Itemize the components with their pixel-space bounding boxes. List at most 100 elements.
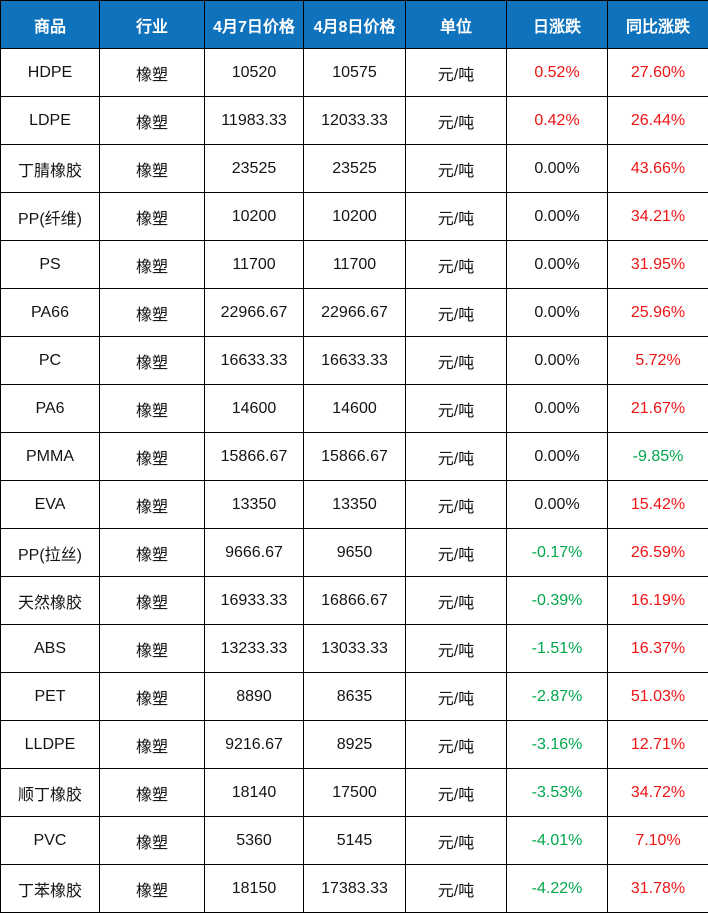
cell-day-change: -3.16% <box>506 720 608 769</box>
cell-price-apr7: 13350 <box>204 480 304 529</box>
cell-yoy-change: 43.66% <box>607 144 708 193</box>
table-row: PC 橡塑 16633.33 16633.33 元/吨 0.00% 5.72% <box>0 336 708 385</box>
cell-unit: 元/吨 <box>405 864 507 913</box>
table-row: PS 橡塑 11700 11700 元/吨 0.00% 31.95% <box>0 240 708 289</box>
cell-unit: 元/吨 <box>405 816 507 865</box>
cell-yoy-change: 25.96% <box>607 288 708 337</box>
cell-price-apr8: 13350 <box>303 480 406 529</box>
table-body: HDPE 橡塑 10520 10575 元/吨 0.52% 27.60% LDP… <box>0 48 708 913</box>
cell-price-apr7: 9666.67 <box>204 528 304 577</box>
cell-commodity: 顺丁橡胶 <box>0 768 100 817</box>
cell-yoy-change: 51.03% <box>607 672 708 721</box>
cell-commodity: LDPE <box>0 96 100 145</box>
table-row: 丁苯橡胶 橡塑 18150 17383.33 元/吨 -4.22% 31.78% <box>0 864 708 913</box>
table-row: PVC 橡塑 5360 5145 元/吨 -4.01% 7.10% <box>0 816 708 865</box>
cell-day-change: 0.00% <box>506 384 608 433</box>
cell-day-change: 0.00% <box>506 480 608 529</box>
cell-unit: 元/吨 <box>405 480 507 529</box>
cell-day-change: 0.42% <box>506 96 608 145</box>
cell-day-change: -1.51% <box>506 624 608 673</box>
column-header-commodity: 商品 <box>0 0 100 49</box>
table-row: PET 橡塑 8890 8635 元/吨 -2.87% 51.03% <box>0 672 708 721</box>
table-row: PA66 橡塑 22966.67 22966.67 元/吨 0.00% 25.9… <box>0 288 708 337</box>
cell-unit: 元/吨 <box>405 384 507 433</box>
cell-industry: 橡塑 <box>99 336 205 385</box>
cell-commodity: PS <box>0 240 100 289</box>
cell-price-apr7: 16633.33 <box>204 336 304 385</box>
cell-unit: 元/吨 <box>405 48 507 97</box>
cell-day-change: -2.87% <box>506 672 608 721</box>
cell-commodity: PP(纤维) <box>0 192 100 241</box>
cell-price-apr8: 23525 <box>303 144 406 193</box>
column-header-day-change: 日涨跌 <box>506 0 608 49</box>
cell-day-change: 0.52% <box>506 48 608 97</box>
table-row: 顺丁橡胶 橡塑 18140 17500 元/吨 -3.53% 34.72% <box>0 768 708 817</box>
column-header-price-apr8: 4月8日价格 <box>303 0 406 49</box>
cell-price-apr7: 9216.67 <box>204 720 304 769</box>
table-row: HDPE 橡塑 10520 10575 元/吨 0.52% 27.60% <box>0 48 708 97</box>
cell-unit: 元/吨 <box>405 432 507 481</box>
cell-industry: 橡塑 <box>99 624 205 673</box>
cell-yoy-change: 16.19% <box>607 576 708 625</box>
cell-unit: 元/吨 <box>405 576 507 625</box>
cell-industry: 橡塑 <box>99 576 205 625</box>
cell-yoy-change: 34.72% <box>607 768 708 817</box>
table-row: LLDPE 橡塑 9216.67 8925 元/吨 -3.16% 12.71% <box>0 720 708 769</box>
cell-day-change: -3.53% <box>506 768 608 817</box>
cell-day-change: 0.00% <box>506 192 608 241</box>
cell-price-apr7: 10520 <box>204 48 304 97</box>
cell-commodity: LLDPE <box>0 720 100 769</box>
column-header-industry: 行业 <box>99 0 205 49</box>
cell-industry: 橡塑 <box>99 528 205 577</box>
table-row: 丁腈橡胶 橡塑 23525 23525 元/吨 0.00% 43.66% <box>0 144 708 193</box>
column-header-unit: 单位 <box>405 0 507 49</box>
table-row: PMMA 橡塑 15866.67 15866.67 元/吨 0.00% -9.8… <box>0 432 708 481</box>
cell-price-apr7: 10200 <box>204 192 304 241</box>
cell-unit: 元/吨 <box>405 720 507 769</box>
cell-unit: 元/吨 <box>405 336 507 385</box>
cell-price-apr8: 8925 <box>303 720 406 769</box>
cell-yoy-change: 27.60% <box>607 48 708 97</box>
cell-industry: 橡塑 <box>99 240 205 289</box>
cell-commodity: PET <box>0 672 100 721</box>
cell-day-change: 0.00% <box>506 240 608 289</box>
cell-yoy-change: 15.42% <box>607 480 708 529</box>
cell-yoy-change: 7.10% <box>607 816 708 865</box>
cell-price-apr8: 17500 <box>303 768 406 817</box>
cell-price-apr7: 11983.33 <box>204 96 304 145</box>
cell-commodity: ABS <box>0 624 100 673</box>
cell-industry: 橡塑 <box>99 816 205 865</box>
cell-commodity: PVC <box>0 816 100 865</box>
cell-price-apr7: 13233.33 <box>204 624 304 673</box>
cell-commodity: PA66 <box>0 288 100 337</box>
cell-day-change: -0.17% <box>506 528 608 577</box>
cell-industry: 橡塑 <box>99 480 205 529</box>
cell-industry: 橡塑 <box>99 48 205 97</box>
table-row: PP(拉丝) 橡塑 9666.67 9650 元/吨 -0.17% 26.59% <box>0 528 708 577</box>
cell-price-apr8: 13033.33 <box>303 624 406 673</box>
cell-unit: 元/吨 <box>405 768 507 817</box>
cell-day-change: 0.00% <box>506 144 608 193</box>
cell-commodity: PA6 <box>0 384 100 433</box>
column-header-yoy-change: 同比涨跌 <box>607 0 708 49</box>
cell-price-apr8: 5145 <box>303 816 406 865</box>
cell-commodity: 丁腈橡胶 <box>0 144 100 193</box>
cell-price-apr7: 18140 <box>204 768 304 817</box>
cell-price-apr8: 12033.33 <box>303 96 406 145</box>
cell-day-change: -4.22% <box>506 864 608 913</box>
cell-industry: 橡塑 <box>99 384 205 433</box>
cell-price-apr8: 14600 <box>303 384 406 433</box>
cell-price-apr7: 16933.33 <box>204 576 304 625</box>
column-header-price-apr7: 4月7日价格 <box>204 0 304 49</box>
cell-industry: 橡塑 <box>99 96 205 145</box>
cell-price-apr7: 14600 <box>204 384 304 433</box>
cell-price-apr8: 17383.33 <box>303 864 406 913</box>
cell-yoy-change: 21.67% <box>607 384 708 433</box>
cell-price-apr7: 11700 <box>204 240 304 289</box>
cell-commodity: PMMA <box>0 432 100 481</box>
cell-price-apr7: 22966.67 <box>204 288 304 337</box>
cell-day-change: -4.01% <box>506 816 608 865</box>
cell-yoy-change: 31.95% <box>607 240 708 289</box>
cell-unit: 元/吨 <box>405 144 507 193</box>
cell-unit: 元/吨 <box>405 624 507 673</box>
